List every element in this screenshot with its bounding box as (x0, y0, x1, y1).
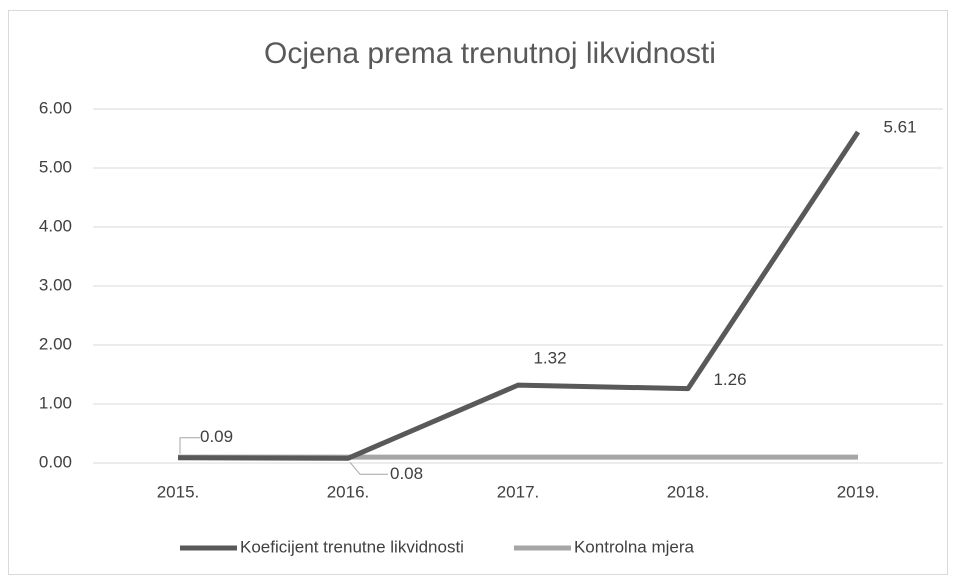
data-label: 1.26 (713, 370, 746, 389)
chart-title: Ocjena prema trenutnoj likvidnosti (264, 37, 716, 70)
data-label: 1.32 (533, 349, 566, 368)
legend-label: Koeficijent trenutne likvidnosti (240, 537, 464, 556)
series-line (177, 130, 861, 461)
x-tick-label: 2017. (497, 482, 540, 501)
y-tick-label: 2.00 (39, 334, 72, 353)
x-tick-label: 2015. (157, 482, 200, 501)
y-tick-label: 0.00 (39, 452, 72, 471)
leader-line (349, 461, 388, 475)
data-label: 0.08 (390, 464, 423, 483)
y-tick-label: 5.00 (39, 157, 72, 176)
x-tick-label: 2019. (837, 482, 880, 501)
data-label: 5.61 (883, 117, 916, 136)
legend-label: Kontrolna mjera (574, 537, 695, 556)
data-label: 0.09 (200, 427, 233, 446)
chart-border (8, 10, 948, 575)
leader-line (179, 437, 200, 454)
y-tick-label: 1.00 (39, 393, 72, 412)
y-tick-label: 4.00 (39, 216, 72, 235)
y-tick-label: 3.00 (39, 275, 72, 294)
x-tick-label: 2016. (327, 482, 370, 501)
y-tick-label: 6.00 (39, 98, 72, 117)
x-tick-label: 2018. (667, 482, 710, 501)
